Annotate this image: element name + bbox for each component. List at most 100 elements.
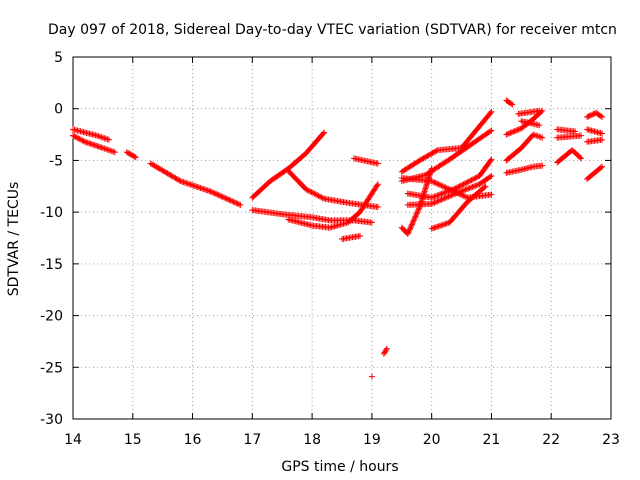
data-point	[223, 195, 230, 202]
series-arc-30	[584, 109, 606, 120]
series-arc-5	[249, 207, 375, 226]
data-point	[304, 187, 311, 194]
data-point	[128, 152, 135, 159]
data-point	[431, 179, 438, 186]
data-point	[432, 199, 439, 206]
data-point	[110, 148, 117, 155]
data-point	[430, 178, 437, 185]
data-point	[468, 177, 475, 184]
data-point	[424, 152, 431, 159]
x-tick-label: 20	[423, 432, 441, 448]
data-point	[96, 133, 103, 140]
series-arc-8	[285, 167, 381, 210]
data-point	[123, 149, 130, 156]
data-point	[225, 196, 232, 203]
data-point	[446, 187, 453, 194]
data-point	[511, 128, 518, 135]
series-arc-23	[503, 162, 546, 176]
data-point	[230, 198, 237, 205]
data-point	[307, 188, 314, 195]
data-point	[488, 172, 495, 179]
data-point	[469, 183, 476, 190]
data-point	[311, 190, 318, 197]
data-point	[576, 154, 583, 161]
data-point	[409, 220, 416, 227]
data-point	[315, 192, 322, 199]
data-point	[426, 151, 433, 158]
data-point	[531, 132, 538, 139]
data-point	[77, 136, 84, 143]
data-point	[599, 136, 606, 143]
data-point	[229, 198, 236, 205]
data-point	[383, 346, 390, 353]
series-arc-32	[584, 136, 606, 145]
data-point	[99, 145, 106, 152]
data-point	[237, 201, 244, 208]
data-point	[463, 179, 470, 186]
data-point	[586, 112, 593, 119]
data-point	[356, 232, 363, 239]
data-point	[234, 200, 241, 207]
series-arc-3	[123, 149, 139, 161]
data-point	[208, 189, 215, 196]
data-point	[584, 113, 591, 120]
data-point	[414, 209, 421, 216]
data-point	[104, 146, 111, 153]
data-point	[101, 145, 108, 152]
data-point	[98, 134, 105, 141]
data-point	[70, 132, 76, 139]
data-point	[432, 193, 439, 200]
data-point	[104, 136, 111, 143]
axis-ticks: 14 15 16 17 18 19 20 21 22 23 5 0 -5 -10 -15 -20 -25 -30	[40, 50, 620, 448]
data-point	[428, 150, 435, 157]
data-point	[438, 190, 445, 197]
data-point	[433, 147, 440, 154]
data-point	[463, 186, 470, 193]
data-point	[487, 128, 494, 135]
data-point	[451, 191, 458, 198]
data-point	[471, 175, 478, 182]
data-point	[464, 179, 471, 186]
data-point	[475, 181, 482, 188]
data-point	[465, 178, 472, 185]
data-point	[487, 173, 494, 180]
data-point	[374, 160, 381, 167]
data-point	[126, 150, 133, 157]
data-point	[466, 185, 473, 192]
data-point	[597, 164, 604, 171]
data-point	[516, 125, 523, 132]
data-point	[514, 127, 521, 134]
data-point	[481, 184, 488, 191]
data-point	[530, 131, 537, 138]
data-point	[472, 175, 479, 182]
data-point	[456, 188, 463, 195]
data-point	[589, 111, 596, 118]
data-point	[444, 194, 451, 201]
data-point	[420, 155, 427, 162]
series-arc-1	[70, 126, 112, 143]
data-point	[537, 134, 544, 141]
plot-frame	[72, 56, 612, 420]
data-point	[423, 153, 430, 160]
data-point	[578, 132, 585, 139]
data-point	[107, 147, 114, 154]
data-point	[467, 177, 474, 184]
data-point	[79, 137, 86, 144]
data-point	[305, 187, 312, 194]
data-point	[411, 214, 418, 221]
data-point	[382, 348, 389, 355]
y-tick-label: 5	[54, 50, 63, 66]
grid-lines	[73, 57, 611, 419]
data-point	[459, 187, 466, 194]
y-tick-label: -20	[40, 309, 63, 325]
data-point	[314, 192, 321, 199]
data-point	[425, 152, 432, 159]
x-tick-label: 23	[602, 432, 620, 448]
y-tick-label: -15	[40, 257, 63, 273]
data-point	[430, 149, 437, 156]
data-point	[512, 127, 519, 134]
data-point	[303, 186, 310, 193]
data-point	[488, 156, 495, 163]
data-point	[441, 195, 448, 202]
data-point	[539, 134, 546, 141]
